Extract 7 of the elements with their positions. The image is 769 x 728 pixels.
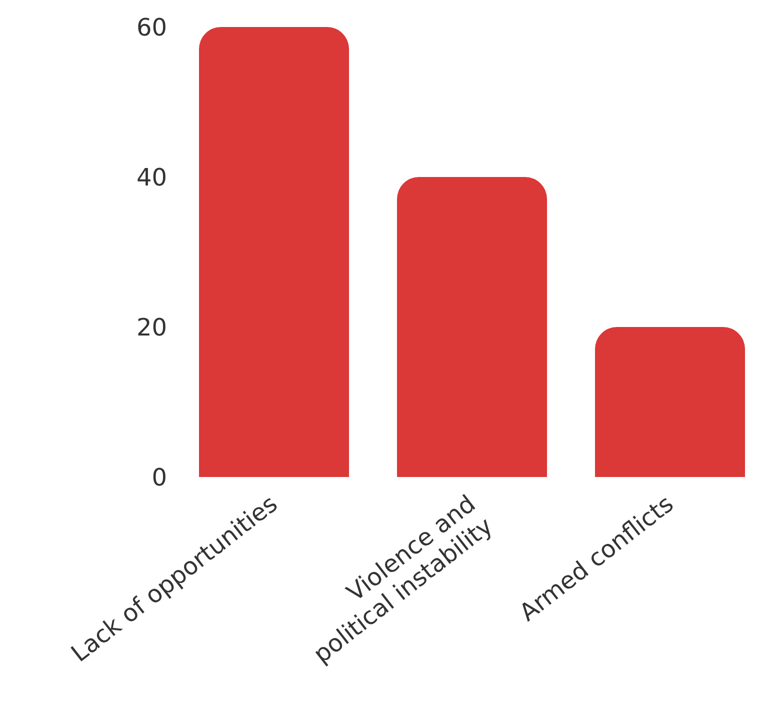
y-tick-label: 0 [152, 464, 167, 492]
y-tick-label: 20 [136, 314, 167, 342]
bar [199, 27, 349, 477]
y-tick-label: 60 [136, 14, 167, 42]
bar [397, 177, 547, 477]
y-tick-label: 40 [136, 164, 167, 192]
bar [595, 327, 745, 477]
